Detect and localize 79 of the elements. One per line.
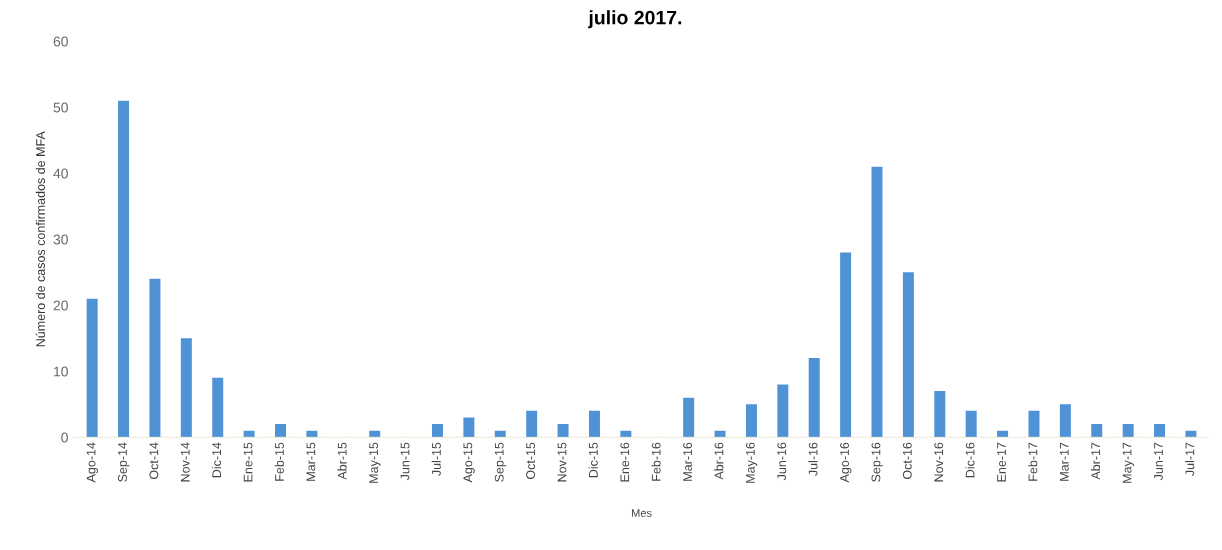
x-tick-label: Feb-16 [651,442,661,481]
x-tick-label: Sep-16 [871,442,883,482]
x-tick-label: May-16 [745,442,758,483]
x-tick-label: Sep-15 [494,442,507,482]
bar [306,430,318,438]
x-tick-label: Jul-15 [431,442,441,476]
bar [212,377,224,438]
y-tick-label: 50 [53,102,68,113]
x-tick-label: Oct-15 [526,442,536,480]
bar [902,272,914,438]
bar [871,166,883,438]
x-tick-label: Feb-17 [1028,442,1038,481]
x-tick-label: Abr-15 [337,442,347,480]
x-tick-label: May-15 [369,442,381,483]
bar [463,417,475,438]
bar [243,430,255,438]
x-tick-label: Mar-17 [1060,442,1069,481]
x-tick-label: Feb-15 [274,442,284,481]
bar [275,424,287,438]
x-axis-title: Mes [631,509,652,517]
x-tick-label: May-17 [1122,442,1134,483]
x-tick-label: Nov-15 [557,442,567,482]
bar [432,424,443,438]
x-tick-label: Ene-16 [620,442,630,482]
bar [808,358,820,438]
bar [934,391,946,438]
bar [369,430,381,438]
y-tick-label: 30 [53,234,68,245]
x-tick-label: Jun-16 [777,442,787,481]
y-tick-label: 0 [61,432,68,443]
x-tick-label: Ago-15 [463,442,475,483]
bar [1091,424,1103,438]
y-tick-label: 10 [54,366,68,377]
x-tick-label: Ene-15 [243,442,253,482]
x-tick-label: Jun-15 [400,442,410,481]
x-tick-label: Jul-17 [1185,442,1195,476]
x-tick-label: Abr-16 [714,442,724,480]
bar [1185,430,1197,438]
x-tick-label: Oct-16 [902,442,912,480]
bar [745,404,757,438]
x-tick-label: Sep-14 [118,442,130,482]
x-tick-label: Nov-14 [180,442,190,482]
x-tick-label: Mar-16 [683,442,692,481]
bar [557,424,569,438]
x-tick-label: Ene-17 [997,442,1006,482]
bar [997,430,1009,438]
x-tick-label: Dic-14 [211,442,222,478]
bar [149,278,161,438]
y-tick-label: 20 [53,300,68,311]
y-tick-label: 40 [53,168,68,179]
bar [86,298,98,438]
x-tick-label: Jun-17 [1154,442,1163,481]
x-tick-label: Abr-17 [1090,442,1101,480]
bar [118,100,130,438]
bar [1154,424,1166,438]
x-tick-label: Ago-16 [840,442,852,483]
bar [180,338,192,438]
bar [965,410,977,438]
y-axis-title: Número de casos confirmados de MFA [35,131,45,347]
bar [1122,424,1134,438]
x-tick-label: Ago-14 [86,442,98,483]
bar [620,430,632,438]
bar [1059,404,1071,438]
bar [494,430,506,438]
y-tick-label: 60 [53,36,68,47]
bar [777,384,789,438]
x-tick-label: Dic-16 [965,442,975,478]
x-tick-label: Dic-15 [588,442,598,478]
x-tick-label: Oct-14 [149,442,159,480]
bar [683,397,695,438]
bar [714,430,726,438]
x-tick-label: Nov-16 [934,442,944,482]
chart-title: julio 2017. [588,10,682,29]
x-tick-label: Jul-16 [808,442,818,476]
bar [1028,410,1040,438]
x-tick-label: Mar-15 [306,442,316,481]
bar [526,410,538,438]
bar [840,252,852,438]
bar [588,410,600,438]
